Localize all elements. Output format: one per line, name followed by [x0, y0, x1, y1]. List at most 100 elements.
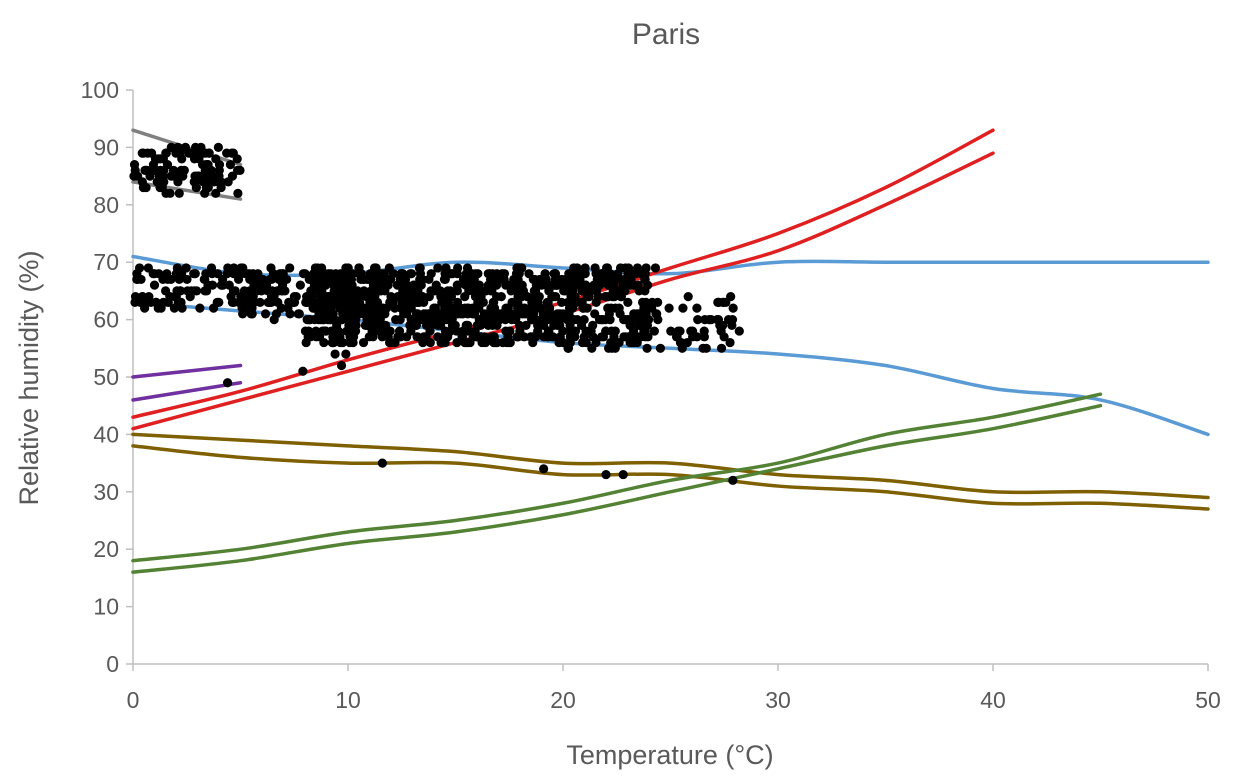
- scatter-point: [505, 337, 515, 348]
- scatter-point: [692, 303, 702, 313]
- scatter-point: [283, 303, 293, 313]
- x-tick-label: 40: [980, 687, 1006, 713]
- scatter-point: [666, 326, 676, 336]
- scatter-point: [444, 292, 455, 302]
- scatter-point: [505, 326, 515, 336]
- scatter-point: [452, 286, 462, 296]
- scatter-point: [166, 171, 176, 181]
- scatter-point: [341, 349, 351, 359]
- scatter-point: [169, 303, 179, 313]
- scatter-point: [194, 171, 204, 181]
- scatter-point: [337, 315, 347, 325]
- scatter-point: [227, 297, 238, 307]
- x-tick-label: 20: [550, 687, 576, 713]
- scatter-point: [163, 274, 173, 285]
- scatter-point: [460, 337, 470, 348]
- x-tick-label: 10: [335, 687, 361, 713]
- scatter-point: [395, 292, 405, 302]
- scatter-point: [483, 320, 493, 330]
- scatter-point: [260, 309, 271, 319]
- scatter-point: [330, 349, 340, 359]
- scatter-point: [174, 188, 184, 198]
- scatter-point: [398, 269, 408, 279]
- scatter-point: [547, 332, 558, 342]
- scatter-point: [295, 280, 305, 290]
- scatter-point: [223, 263, 233, 273]
- scatter-point: [149, 280, 160, 290]
- scatter-point: [144, 292, 154, 302]
- scatter-point: [642, 315, 652, 325]
- scatter-point: [640, 274, 650, 285]
- scatter-point: [233, 188, 243, 198]
- scatter-point: [664, 303, 674, 313]
- scatter-point: [223, 177, 233, 187]
- scatter-point: [452, 337, 462, 348]
- scatter-point: [189, 269, 199, 279]
- scatter-point: [165, 188, 175, 198]
- reference-line-1: [131, 180, 243, 201]
- scatter-point: [581, 337, 591, 348]
- scatter-point: [228, 148, 238, 158]
- scatter-point: [433, 263, 443, 273]
- scatter-point: [211, 188, 221, 198]
- scatter-point: [321, 292, 331, 302]
- scatter-point: [557, 297, 567, 307]
- scatter-point: [261, 280, 271, 290]
- scatter-point: [530, 274, 540, 285]
- scatter-point: [402, 303, 413, 313]
- scatter-point: [244, 269, 254, 279]
- scatter-point: [155, 154, 165, 164]
- y-tick-label: 60: [93, 307, 119, 333]
- scatter-point: [725, 337, 735, 348]
- scatter-point: [426, 269, 436, 279]
- scatter-point: [406, 269, 417, 279]
- scatter-point: [421, 320, 432, 330]
- scatter-point: [159, 165, 169, 175]
- scatter-point: [327, 297, 338, 307]
- y-tick-label: 40: [93, 421, 119, 447]
- scatter-point: [521, 320, 531, 330]
- scatter-point: [579, 315, 589, 325]
- plot-area: 0 10 20 30 40 50 60 70 80 90 100 0 10 20 30 40 50: [81, 77, 1221, 713]
- scatter-point: [141, 182, 151, 193]
- y-axis-title: Relative humidity (%): [14, 250, 44, 505]
- scatter-point: [464, 286, 474, 296]
- y-tick-label: 10: [93, 594, 119, 620]
- scatter-point: [314, 297, 324, 307]
- scatter-point: [411, 320, 421, 330]
- scatter-point: [655, 343, 666, 353]
- scatter-point: [488, 297, 498, 307]
- scatter-point: [439, 274, 450, 285]
- scatter-point: [328, 315, 338, 325]
- scatter-point: [429, 315, 440, 325]
- scatter-point: [522, 292, 532, 302]
- scatter-point: [157, 182, 167, 193]
- scatter-point: [615, 263, 626, 273]
- scatter-point: [377, 332, 387, 342]
- scatter-point: [214, 171, 224, 181]
- scatter-point: [726, 292, 736, 302]
- scatter-point: [610, 303, 621, 313]
- scatter-point: [538, 274, 548, 285]
- scatter-point: [395, 332, 405, 342]
- scatter-point: [425, 337, 435, 348]
- scatter-point: [277, 269, 287, 279]
- scatter-point: [365, 292, 375, 302]
- reference-line-4: [131, 363, 243, 379]
- scatter-point: [433, 332, 443, 342]
- scatter-point: [693, 315, 703, 325]
- scatter-point: [305, 315, 315, 325]
- scatter-point: [529, 286, 539, 296]
- y-tick-label: 30: [93, 479, 119, 505]
- scatter-point: [391, 315, 401, 325]
- scatter-point: [313, 263, 323, 273]
- scatter-point: [591, 269, 601, 279]
- scatter-point: [151, 165, 162, 175]
- scatter-point: [184, 148, 194, 158]
- scatter-point: [415, 263, 425, 273]
- scatter-point: [632, 263, 643, 273]
- scatter-point: [285, 263, 295, 273]
- scatter-point: [386, 274, 396, 285]
- scatter-point: [294, 309, 304, 319]
